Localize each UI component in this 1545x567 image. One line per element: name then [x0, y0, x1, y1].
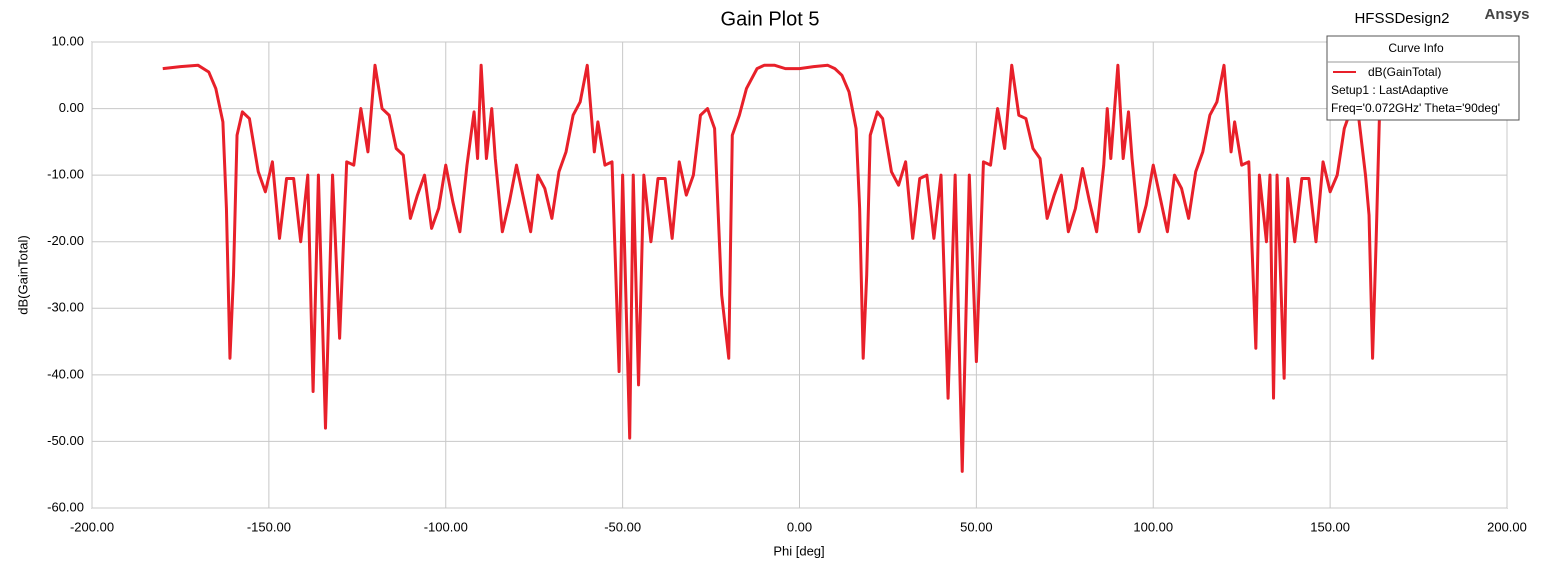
x-axis-label: Phi [deg]: [773, 543, 824, 558]
y-axis-label: dB(GainTotal): [15, 235, 30, 314]
y-tick-label: 0.00: [59, 100, 84, 115]
legend-detail: Setup1 : LastAdaptive: [1331, 83, 1449, 97]
x-tick-label: 50.00: [960, 519, 993, 534]
x-tick-label: -150.00: [247, 519, 291, 534]
y-tick-label: -40.00: [47, 366, 84, 381]
legend-title: Curve Info: [1388, 41, 1444, 55]
x-tick-label: 100.00: [1133, 519, 1173, 534]
y-tick-label: -30.00: [47, 300, 84, 315]
x-tick-label: 200.00: [1487, 519, 1527, 534]
design-name: HFSSDesign2: [1354, 10, 1449, 27]
data-line: [162, 63, 1382, 473]
legend-entry: dB(GainTotal): [1368, 65, 1441, 79]
x-tick-label: -50.00: [604, 519, 641, 534]
legend-detail: Freq='0.072GHz' Theta='90deg': [1331, 101, 1500, 115]
legend: Curve Info dB(GainTotal) Setup1 : LastAd…: [1326, 35, 1520, 121]
x-tick-label: 150.00: [1310, 519, 1350, 534]
y-tick-label: -10.00: [47, 167, 84, 182]
y-tick-label: -20.00: [47, 233, 84, 248]
chart-title: Gain Plot 5: [721, 8, 820, 30]
legend-box: [1326, 35, 1520, 121]
y-tick-label: -60.00: [47, 499, 84, 514]
x-tick-label: 0.00: [787, 519, 812, 534]
brand: Ansys: [1484, 6, 1529, 23]
y-tick-label: 10.00: [51, 33, 84, 48]
x-tick-label: -100.00: [424, 519, 468, 534]
y-tick-label: -50.00: [47, 433, 84, 448]
x-tick-label: -200.00: [70, 519, 114, 534]
